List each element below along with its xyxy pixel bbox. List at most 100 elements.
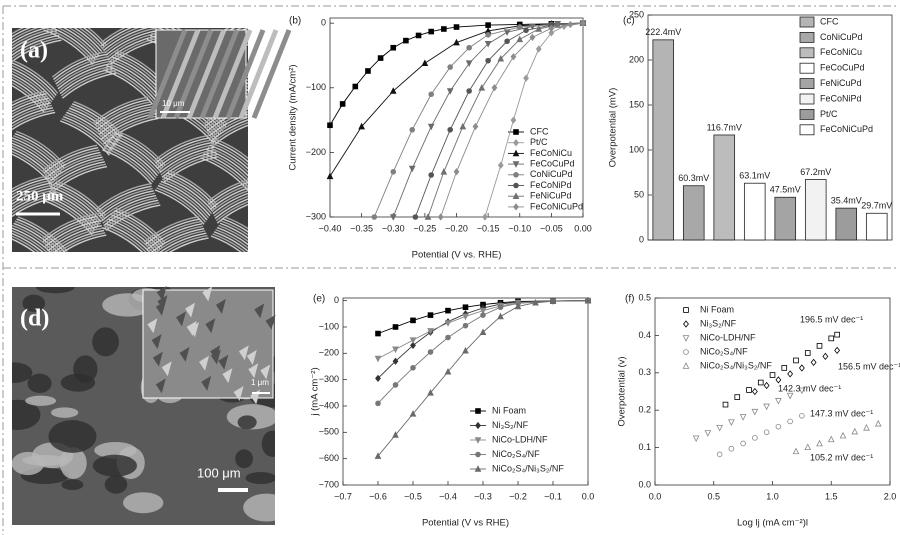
fiber: [12, 191, 57, 219]
pore-structure: [243, 493, 275, 522]
marker: [390, 168, 397, 175]
fiber: [45, 151, 101, 179]
fiber: [158, 144, 214, 171]
legend-label: NiCo-LDH/NF: [700, 332, 756, 342]
fiber: [219, 222, 248, 252]
marker: [752, 435, 758, 441]
fiber: [54, 182, 105, 219]
fiber: [53, 53, 109, 80]
fiber: [103, 147, 154, 183]
fiber: [104, 28, 160, 54]
marker: [440, 167, 448, 175]
marker: [549, 297, 557, 304]
y-axis-title: Current density (mA/cm²): [288, 64, 299, 170]
series-line: [484, 22, 584, 218]
scale-label: 1 μm: [251, 378, 269, 387]
y-tick-label: −100: [306, 82, 326, 92]
marker: [874, 419, 882, 427]
x-axis-title: Potential (V vs RHE): [422, 518, 509, 529]
annotation: 156.5 mV dec⁻¹: [838, 361, 900, 371]
fiber: [55, 58, 111, 85]
legend-swatch: [799, 47, 815, 59]
marker: [529, 23, 536, 31]
y-tick-label: −100: [319, 321, 339, 331]
nanosheet: [175, 311, 186, 327]
marker: [410, 364, 416, 371]
marker: [408, 165, 416, 173]
y-tick-label: −300: [319, 374, 339, 384]
fiber: [213, 138, 248, 174]
nanosheet: [233, 386, 244, 402]
fiber: [14, 220, 65, 252]
fiber: [12, 177, 50, 205]
nanosheet: [201, 375, 212, 391]
legend-marker: [512, 161, 520, 168]
y-tick-label: 0: [334, 295, 339, 305]
fiber: [12, 224, 62, 252]
fiber: [12, 147, 55, 184]
fiber: [12, 97, 49, 125]
value-label: 63.1mV: [739, 171, 770, 181]
marker: [834, 346, 841, 355]
pore-structure: [27, 373, 52, 394]
marker: [415, 32, 422, 39]
pore-structure: [12, 362, 33, 383]
legend-label: Ni Foam: [700, 304, 734, 314]
marker: [465, 60, 473, 68]
marker: [409, 337, 417, 344]
fiber: [150, 230, 206, 252]
marker: [792, 447, 800, 455]
fiber: [152, 234, 208, 252]
fiber: [46, 154, 102, 181]
legend-label: FeCoNiPd: [820, 93, 862, 103]
legend-label: FeNiCuPd: [530, 191, 572, 201]
legend-label: FeNiCuPd: [820, 78, 862, 88]
fiber: [199, 29, 240, 119]
marker: [787, 370, 794, 378]
fiber: [12, 60, 57, 96]
fiber: [44, 149, 100, 176]
panel-label: (b): [289, 16, 301, 27]
fiber: [101, 194, 157, 222]
fiber: [93, 96, 149, 124]
x-tick-label: 0.0: [649, 491, 662, 501]
marker: [734, 394, 741, 400]
marker: [428, 172, 435, 178]
fiber: [12, 95, 48, 122]
fiber: [101, 28, 157, 49]
marker: [535, 25, 543, 32]
legend-marker: [683, 307, 689, 313]
marker: [816, 439, 823, 447]
fiber: [12, 107, 54, 134]
fiber: [103, 224, 154, 252]
fiber: [210, 114, 248, 142]
y-tick-label: 0.2: [638, 405, 651, 415]
fiber: [212, 29, 253, 119]
pore-structure: [48, 420, 97, 453]
marker: [548, 29, 555, 37]
x-tick-label: −0.4: [439, 491, 457, 501]
marker: [374, 452, 382, 459]
fiber: [212, 140, 248, 176]
x-tick-label: −0.6: [369, 491, 387, 501]
nanosheet: [246, 349, 257, 365]
legend-marker: [513, 129, 519, 135]
fiber: [12, 235, 55, 252]
legend-marker: [475, 451, 481, 458]
annotation: 142.3 mV dec⁻¹: [778, 383, 841, 393]
marker: [392, 324, 399, 330]
y-tick-label: 0.5: [638, 292, 651, 302]
fiber: [163, 176, 214, 212]
x-tick-label: 1.0: [766, 491, 779, 501]
legend-label: NiCo-LDH/NF: [492, 434, 548, 444]
marker: [389, 87, 397, 94]
fiber: [42, 144, 98, 172]
pore-structure: [22, 294, 46, 312]
marker: [816, 343, 823, 349]
fiber: [209, 180, 248, 208]
marker: [851, 427, 859, 435]
nanosheet: [218, 354, 229, 370]
marker: [716, 424, 723, 432]
fiber: [12, 28, 53, 48]
fiber: [157, 184, 208, 221]
